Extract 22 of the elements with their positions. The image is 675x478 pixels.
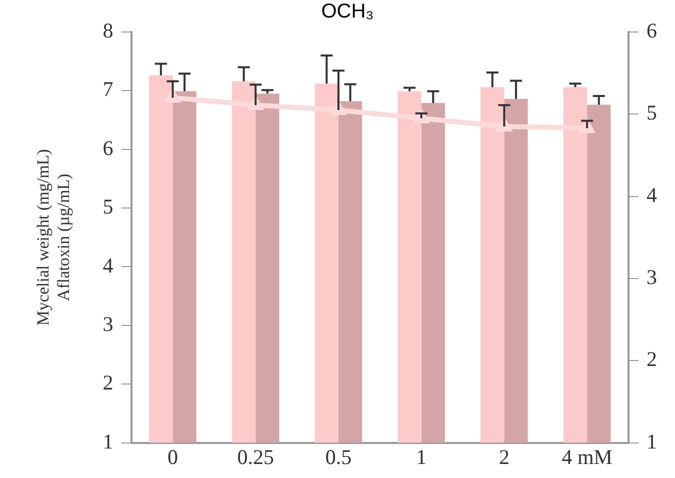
y2-tick-label: 3 — [646, 264, 657, 289]
x-tick-label: 0.25 — [237, 444, 274, 469]
y-tick-label: 2 — [102, 370, 114, 395]
y-tick-label: 7 — [102, 77, 114, 102]
y-tick-label: 6 — [102, 136, 114, 160]
y-tick-label: 1 — [102, 429, 114, 454]
y2-tick-label: 4 — [646, 182, 658, 207]
x-tick-label: 4 mM — [562, 444, 613, 469]
y-tick-label: 4 — [102, 253, 114, 278]
y-tick-label: 8 — [102, 18, 114, 43]
y-tick-label: 5 — [102, 194, 114, 219]
y2-tick-label: 5 — [646, 100, 657, 125]
y-tick-label: 3 — [102, 312, 114, 336]
x-tick-label: 0.5 — [325, 444, 352, 469]
x-tick-label: 0 — [167, 444, 178, 469]
y2-tick-label: 1 — [646, 429, 657, 454]
x-tick-label: 1 — [416, 444, 427, 469]
y2-tick-label: 6 — [646, 18, 657, 43]
x-tick-label: 2 — [498, 444, 510, 469]
y-axis-title: Mycelial weight (mg/mL) Aflatoxin (µg/mL) — [34, 149, 74, 326]
chart-title: OCH₃ — [321, 0, 374, 23]
y2-tick-label: 2 — [646, 347, 657, 372]
